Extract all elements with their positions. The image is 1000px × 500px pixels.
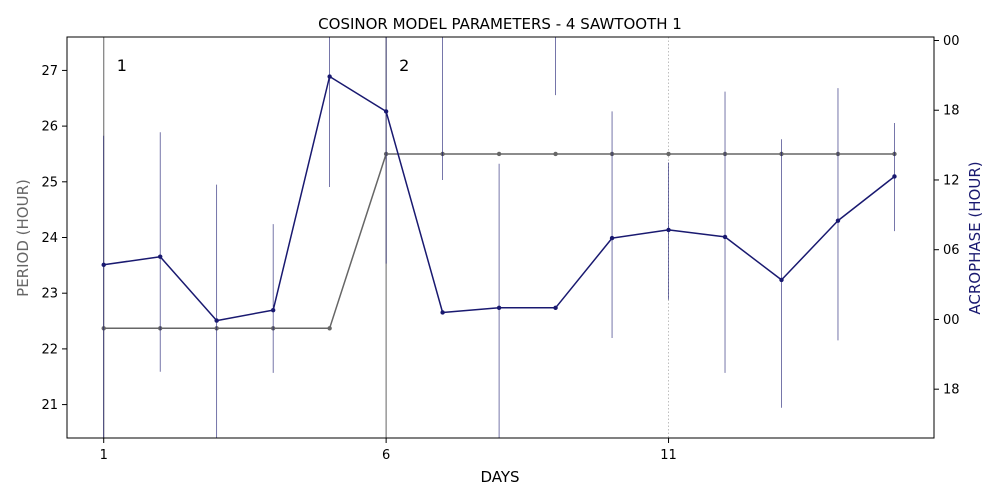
chart-title: COSINOR MODEL PARAMETERS - 4 SAWTOOTH 1 xyxy=(318,15,682,33)
left-y-tick-label: 22 xyxy=(41,342,58,357)
acrophase-data-point xyxy=(722,234,728,240)
right-y-tick-label: 00 xyxy=(943,313,960,328)
period-data-point xyxy=(553,151,558,157)
right-y-tick-label: 00 xyxy=(943,34,960,49)
acrophase-data-point xyxy=(666,227,671,233)
x-tick-label: 1 xyxy=(100,448,108,463)
acrophase-data-point xyxy=(101,262,106,268)
segment-marker-label: 2 xyxy=(399,56,409,75)
acrophase-data-point xyxy=(553,305,558,311)
acrophase-data-point xyxy=(383,109,389,114)
acrophase-data-point xyxy=(440,310,445,315)
period-data-point xyxy=(666,151,671,157)
period-data-point xyxy=(496,151,502,157)
right-y-tick-label: 18 xyxy=(943,104,960,119)
acrophase-data-point xyxy=(609,235,615,241)
left-y-axis-label: PERIOD (HOUR) xyxy=(14,179,32,297)
segment-marker-label: 1 xyxy=(117,56,127,75)
acrophase-data-point xyxy=(779,277,784,283)
x-tick-label: 11 xyxy=(660,448,677,463)
right-y-axis-label: ACROPHASE (HOUR) xyxy=(966,161,984,314)
acrophase-data-point xyxy=(892,174,897,179)
acrophase-data-point xyxy=(214,318,219,323)
left-y-tick-label: 25 xyxy=(41,175,58,190)
x-axis-label: DAYS xyxy=(480,468,519,486)
acrophase-data-point xyxy=(157,254,163,259)
right-y-tick-label: 12 xyxy=(943,173,960,188)
left-y-tick-label: 26 xyxy=(41,120,58,135)
x-tick-label: 6 xyxy=(382,448,390,463)
acrophase-data-point xyxy=(496,305,502,311)
left-y-tick-label: 21 xyxy=(41,398,58,413)
acrophase-data-point xyxy=(327,74,332,79)
left-y-tick-label: 23 xyxy=(41,287,58,302)
left-y-tick-label: 27 xyxy=(41,64,58,79)
acrophase-data-point xyxy=(835,218,841,223)
right-y-tick-label: 18 xyxy=(943,383,960,398)
acrophase-data-point xyxy=(270,307,276,313)
period-data-point xyxy=(327,326,332,331)
right-y-tick-label: 06 xyxy=(943,243,960,258)
left-y-tick-label: 24 xyxy=(41,231,58,246)
